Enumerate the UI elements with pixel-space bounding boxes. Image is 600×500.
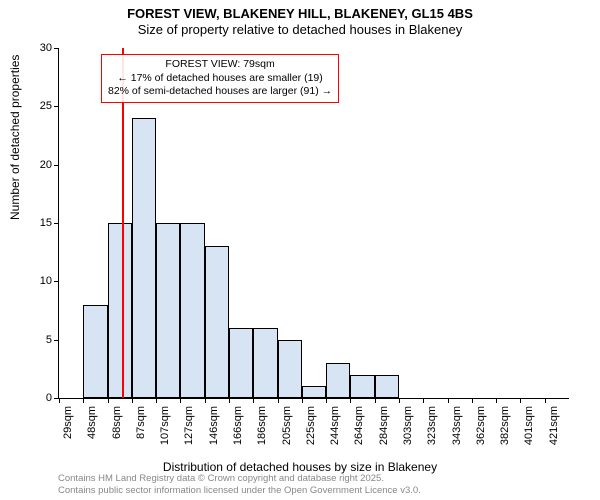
xtick-label: 146sqm <box>208 406 220 445</box>
y-axis-label: Number of detached properties <box>8 55 22 220</box>
footer-line2: Contains public sector information licen… <box>58 485 421 497</box>
xtick-label: 284sqm <box>378 406 390 445</box>
xtick-label: 166sqm <box>232 406 244 445</box>
xtick-mark <box>229 398 230 403</box>
xtick-mark <box>350 398 351 403</box>
ytick-label: 15 <box>22 217 52 229</box>
bar <box>205 246 229 398</box>
ytick-mark <box>54 165 59 166</box>
xtick-mark <box>132 398 133 403</box>
chart-container: FOREST VIEW, BLAKENEY HILL, BLAKENEY, GL… <box>0 0 600 500</box>
x-axis-label: Distribution of detached houses by size … <box>0 460 600 474</box>
xtick-label: 264sqm <box>353 406 365 445</box>
xtick-mark <box>520 398 521 403</box>
xtick-label: 48sqm <box>86 406 98 439</box>
ytick-mark <box>54 106 59 107</box>
chart-area: 29sqm48sqm68sqm87sqm107sqm127sqm146sqm16… <box>58 48 568 398</box>
title-line2: Size of property relative to detached ho… <box>0 22 600 37</box>
xtick-label: 68sqm <box>111 406 123 439</box>
xtick-label: 87sqm <box>135 406 147 439</box>
xtick-label: 382sqm <box>499 406 511 445</box>
ytick-label: 25 <box>22 100 52 112</box>
annotation-line3: 82% of semi-detached houses are larger (… <box>108 85 332 99</box>
ytick-mark <box>54 281 59 282</box>
xtick-label: 186sqm <box>256 406 268 445</box>
xtick-label: 362sqm <box>475 406 487 445</box>
xtick-label: 343sqm <box>451 406 463 445</box>
xtick-mark <box>448 398 449 403</box>
annotation-line1: FOREST VIEW: 79sqm <box>108 58 332 72</box>
ytick-label: 30 <box>22 42 52 54</box>
xtick-mark <box>278 398 279 403</box>
footer-line1: Contains HM Land Registry data © Crown c… <box>58 473 421 485</box>
bar <box>350 375 374 398</box>
ytick-mark <box>54 340 59 341</box>
bar <box>278 340 302 398</box>
annotation-line2: ← 17% of detached houses are smaller (19… <box>108 72 332 86</box>
ytick-label: 10 <box>22 275 52 287</box>
xtick-mark <box>205 398 206 403</box>
bar <box>132 118 156 398</box>
xtick-mark <box>253 398 254 403</box>
bar <box>156 223 180 398</box>
ytick-label: 5 <box>22 334 52 346</box>
bar <box>229 328 253 398</box>
xtick-mark <box>302 398 303 403</box>
bar <box>375 375 399 398</box>
xtick-mark <box>180 398 181 403</box>
title-block: FOREST VIEW, BLAKENEY HILL, BLAKENEY, GL… <box>0 0 600 37</box>
xtick-mark <box>472 398 473 403</box>
ytick-label: 0 <box>22 392 52 404</box>
bar <box>83 305 107 398</box>
ytick-mark <box>54 223 59 224</box>
xtick-label: 205sqm <box>281 406 293 445</box>
xtick-label: 29sqm <box>62 406 74 439</box>
bar <box>302 386 326 398</box>
plot-area: 29sqm48sqm68sqm87sqm107sqm127sqm146sqm16… <box>58 48 569 399</box>
xtick-label: 303sqm <box>402 406 414 445</box>
footer: Contains HM Land Registry data © Crown c… <box>58 473 421 497</box>
annotation-box: FOREST VIEW: 79sqm ← 17% of detached hou… <box>101 54 339 103</box>
xtick-label: 421sqm <box>548 406 560 445</box>
xtick-mark <box>156 398 157 403</box>
xtick-label: 127sqm <box>183 406 195 445</box>
xtick-mark <box>496 398 497 403</box>
xtick-mark <box>545 398 546 403</box>
xtick-label: 323sqm <box>426 406 438 445</box>
bar <box>180 223 204 398</box>
title-line1: FOREST VIEW, BLAKENEY HILL, BLAKENEY, GL… <box>0 6 600 21</box>
xtick-mark <box>423 398 424 403</box>
xtick-mark <box>108 398 109 403</box>
xtick-label: 244sqm <box>329 406 341 445</box>
xtick-mark <box>59 398 60 403</box>
xtick-mark <box>375 398 376 403</box>
ytick-mark <box>54 48 59 49</box>
xtick-label: 225sqm <box>305 406 317 445</box>
bar <box>253 328 277 398</box>
xtick-mark <box>83 398 84 403</box>
ytick-label: 20 <box>22 159 52 171</box>
xtick-mark <box>399 398 400 403</box>
xtick-label: 401sqm <box>523 406 535 445</box>
bar <box>326 363 350 398</box>
xtick-mark <box>326 398 327 403</box>
bar <box>108 223 132 398</box>
xtick-label: 107sqm <box>159 406 171 445</box>
